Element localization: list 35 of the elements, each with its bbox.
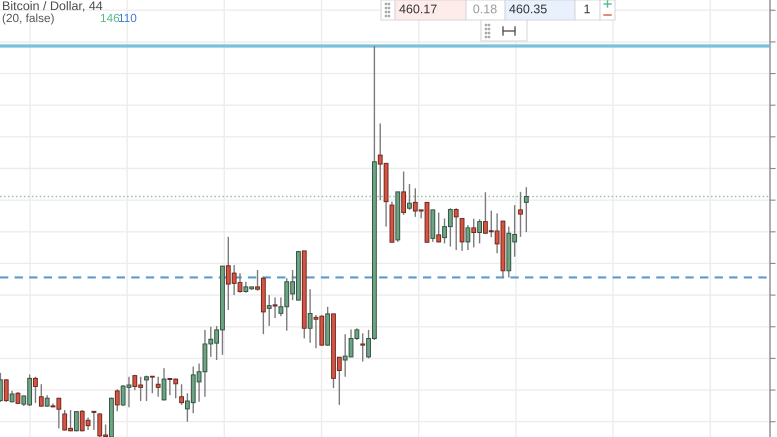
text: (20, false) xyxy=(2,14,54,24)
candlestick xyxy=(162,367,166,402)
candlestick xyxy=(308,288,313,344)
candlestick xyxy=(266,294,272,327)
text: 460.35 xyxy=(509,4,547,14)
candlestick xyxy=(471,218,476,248)
candlestick xyxy=(150,376,155,394)
text: 460.17 xyxy=(399,4,437,14)
candlestick xyxy=(44,394,50,408)
candlestick xyxy=(436,212,442,244)
candlestick xyxy=(16,391,20,405)
candlestick xyxy=(477,218,482,244)
candlestick xyxy=(407,183,412,211)
candlestick xyxy=(360,332,366,362)
text: 1 xyxy=(584,4,590,14)
chart-title: Bitcoin / Dollar, 44 xyxy=(3,1,102,12)
candlestick xyxy=(33,376,38,404)
candlestick xyxy=(91,410,96,431)
candlestick xyxy=(156,376,161,398)
candlestick xyxy=(38,384,44,408)
candlestick xyxy=(144,374,149,402)
candlestick xyxy=(74,410,79,432)
candlestick xyxy=(401,170,406,216)
candlestick xyxy=(465,224,470,251)
candlestick xyxy=(460,217,464,252)
candlestick xyxy=(524,186,529,233)
candlestick xyxy=(114,388,120,412)
candlestick xyxy=(454,208,459,251)
candlestick xyxy=(4,378,9,403)
candlestick xyxy=(179,384,184,406)
text: 110 xyxy=(118,14,136,22)
candlestick xyxy=(518,191,523,238)
text: 146 xyxy=(100,14,120,22)
text: 0.18 xyxy=(473,4,497,14)
candlestick xyxy=(272,296,278,319)
